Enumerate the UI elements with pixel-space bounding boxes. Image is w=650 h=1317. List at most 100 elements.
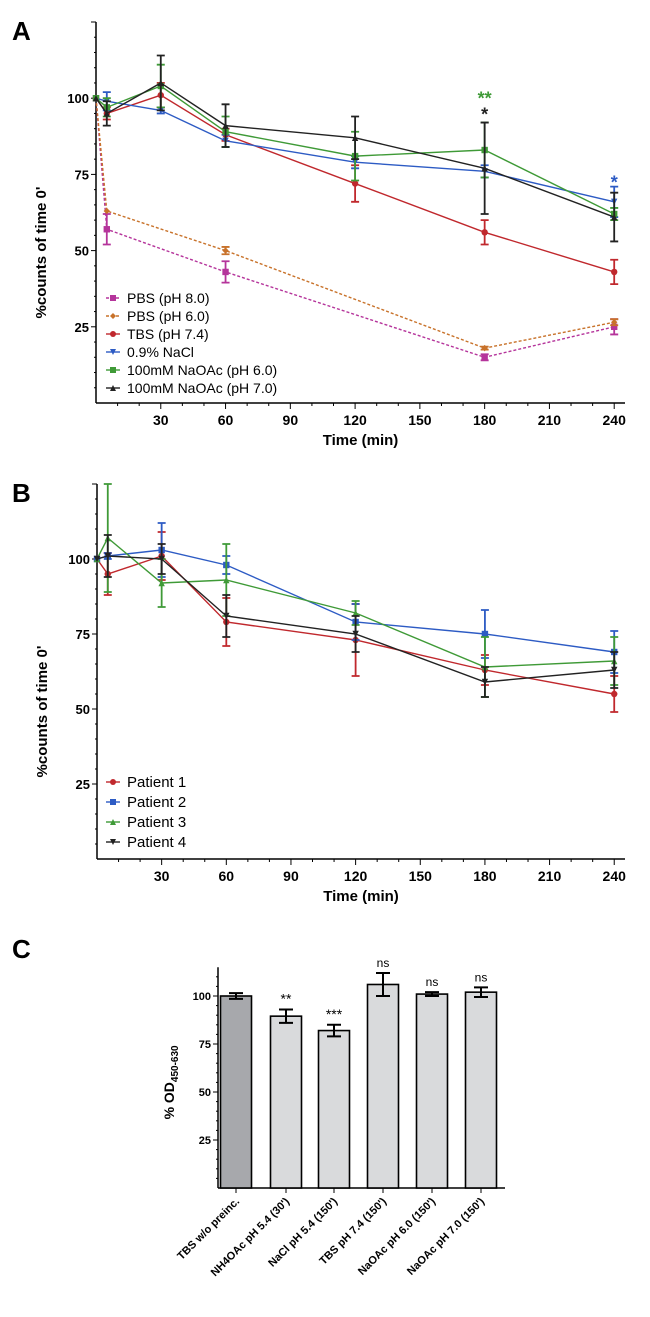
x-tick-label: 30 bbox=[153, 412, 169, 428]
significance-label: ** bbox=[478, 89, 492, 109]
data-point bbox=[158, 579, 165, 587]
x-tick-label: 240 bbox=[603, 412, 627, 428]
data-point bbox=[611, 213, 618, 221]
x-tick-label: 150 bbox=[408, 412, 432, 428]
error-bar bbox=[229, 992, 243, 1000]
x-tick-label: 120 bbox=[343, 412, 367, 428]
data-point bbox=[481, 229, 488, 236]
data-point bbox=[352, 609, 359, 617]
panel-label: C bbox=[12, 934, 31, 964]
data-point bbox=[110, 839, 116, 845]
x-axis-label: Time (min) bbox=[323, 432, 399, 449]
data-point bbox=[611, 319, 618, 326]
data-point bbox=[481, 354, 488, 361]
x-tick-label: 240 bbox=[603, 868, 627, 884]
legend-label: PBS (pH 8.0) bbox=[127, 290, 209, 306]
legend: PBS (pH 8.0) PBS (pH 6.0) TBS (pH 7.4) 0.9%… bbox=[106, 290, 277, 396]
data-point bbox=[222, 268, 229, 276]
x-tick-label: 60 bbox=[219, 868, 235, 884]
x-tick-label: 210 bbox=[538, 868, 562, 884]
legend-label: 0.9% NaCl bbox=[127, 344, 194, 360]
y-tick-label: 75 bbox=[199, 1039, 211, 1051]
error-bar bbox=[327, 1023, 341, 1038]
data-point bbox=[481, 678, 489, 686]
data-point bbox=[222, 247, 229, 254]
series bbox=[92, 95, 619, 352]
data-point bbox=[481, 344, 488, 352]
bar bbox=[269, 1015, 303, 1189]
legend-label: Patient 3 bbox=[127, 814, 186, 831]
legend-label: Patient 1 bbox=[127, 774, 186, 791]
data-point bbox=[223, 576, 230, 584]
data-point bbox=[110, 367, 116, 373]
significance-label: ns bbox=[475, 970, 488, 984]
data-point bbox=[103, 207, 110, 215]
data-point bbox=[611, 690, 618, 698]
x-tick-label: 120 bbox=[344, 868, 368, 884]
significance-label: ** bbox=[281, 990, 292, 1006]
bar bbox=[464, 991, 498, 1189]
legend: Patient 1 Patient 2 Patient 3 Patient 4 bbox=[106, 774, 186, 851]
y-tick-label: 75 bbox=[76, 627, 90, 642]
legend-label: 100mM NaOAc (pH 7.0) bbox=[127, 380, 277, 396]
data-point bbox=[110, 313, 116, 319]
data-point bbox=[110, 385, 116, 391]
panel-label: B bbox=[12, 478, 31, 508]
data-point bbox=[352, 630, 359, 638]
panel-label: A bbox=[12, 16, 31, 46]
data-point bbox=[92, 95, 100, 102]
series-line bbox=[95, 98, 615, 349]
data-point bbox=[611, 666, 618, 674]
series bbox=[92, 54, 619, 243]
legend-label: PBS (pH 6.0) bbox=[127, 308, 209, 324]
y-axis-label: % OD450-630 bbox=[161, 1045, 181, 1119]
data-point bbox=[223, 612, 230, 620]
bar bbox=[317, 1029, 351, 1189]
y-tick-label: 50 bbox=[199, 1087, 211, 1099]
y-axis-label: %counts of time 0' bbox=[34, 646, 51, 778]
data-point bbox=[110, 295, 116, 301]
x-tick-label: 150 bbox=[409, 868, 433, 884]
legend-label: TBS (pH 7.4) bbox=[127, 326, 209, 342]
y-tick-label: 50 bbox=[76, 702, 90, 717]
y-tick-label: 75 bbox=[75, 167, 89, 182]
x-axis-label: Time (min) bbox=[323, 888, 399, 905]
data-point bbox=[157, 79, 164, 87]
x-tick-label: 60 bbox=[218, 412, 234, 428]
data-point bbox=[481, 165, 488, 172]
data-point bbox=[110, 331, 116, 337]
significance-label: * bbox=[611, 173, 618, 193]
data-point bbox=[158, 555, 165, 563]
significance-label: * bbox=[481, 105, 488, 125]
bar bbox=[219, 995, 253, 1189]
x-tick-label: 180 bbox=[473, 412, 497, 428]
error-bar bbox=[425, 991, 439, 997]
x-tick-label: 90 bbox=[283, 412, 299, 428]
y-tick-label: 25 bbox=[76, 777, 90, 792]
x-tick-label: 210 bbox=[538, 412, 562, 428]
data-point bbox=[104, 552, 111, 560]
line-chart-B: 30 60 90 120 150 180 210 240 25 50 75 100 Time (min)… bbox=[34, 483, 627, 905]
x-tick-label: 30 bbox=[154, 868, 170, 884]
x-tick-label: 180 bbox=[473, 868, 497, 884]
data-point bbox=[611, 268, 618, 276]
data-point bbox=[351, 134, 359, 142]
data-point bbox=[222, 122, 229, 129]
x-tick-label: 90 bbox=[283, 868, 299, 884]
bar bbox=[366, 983, 400, 1189]
data-point bbox=[103, 226, 110, 233]
significance-label: ns bbox=[426, 975, 439, 989]
y-tick-label: 100 bbox=[68, 552, 90, 567]
data-point bbox=[93, 555, 101, 563]
data-point bbox=[611, 323, 618, 330]
legend-label: Patient 4 bbox=[127, 834, 186, 851]
significance-label: *** bbox=[326, 1006, 343, 1022]
data-point bbox=[110, 349, 116, 355]
data-point bbox=[110, 799, 116, 805]
data-point bbox=[110, 779, 116, 785]
y-tick-label: 25 bbox=[75, 320, 89, 335]
y-tick-label: 25 bbox=[199, 1135, 211, 1147]
line-chart-A: 30 60 90 120 150 180 210 240 25 50 75 100 Time (min)… bbox=[33, 21, 627, 449]
